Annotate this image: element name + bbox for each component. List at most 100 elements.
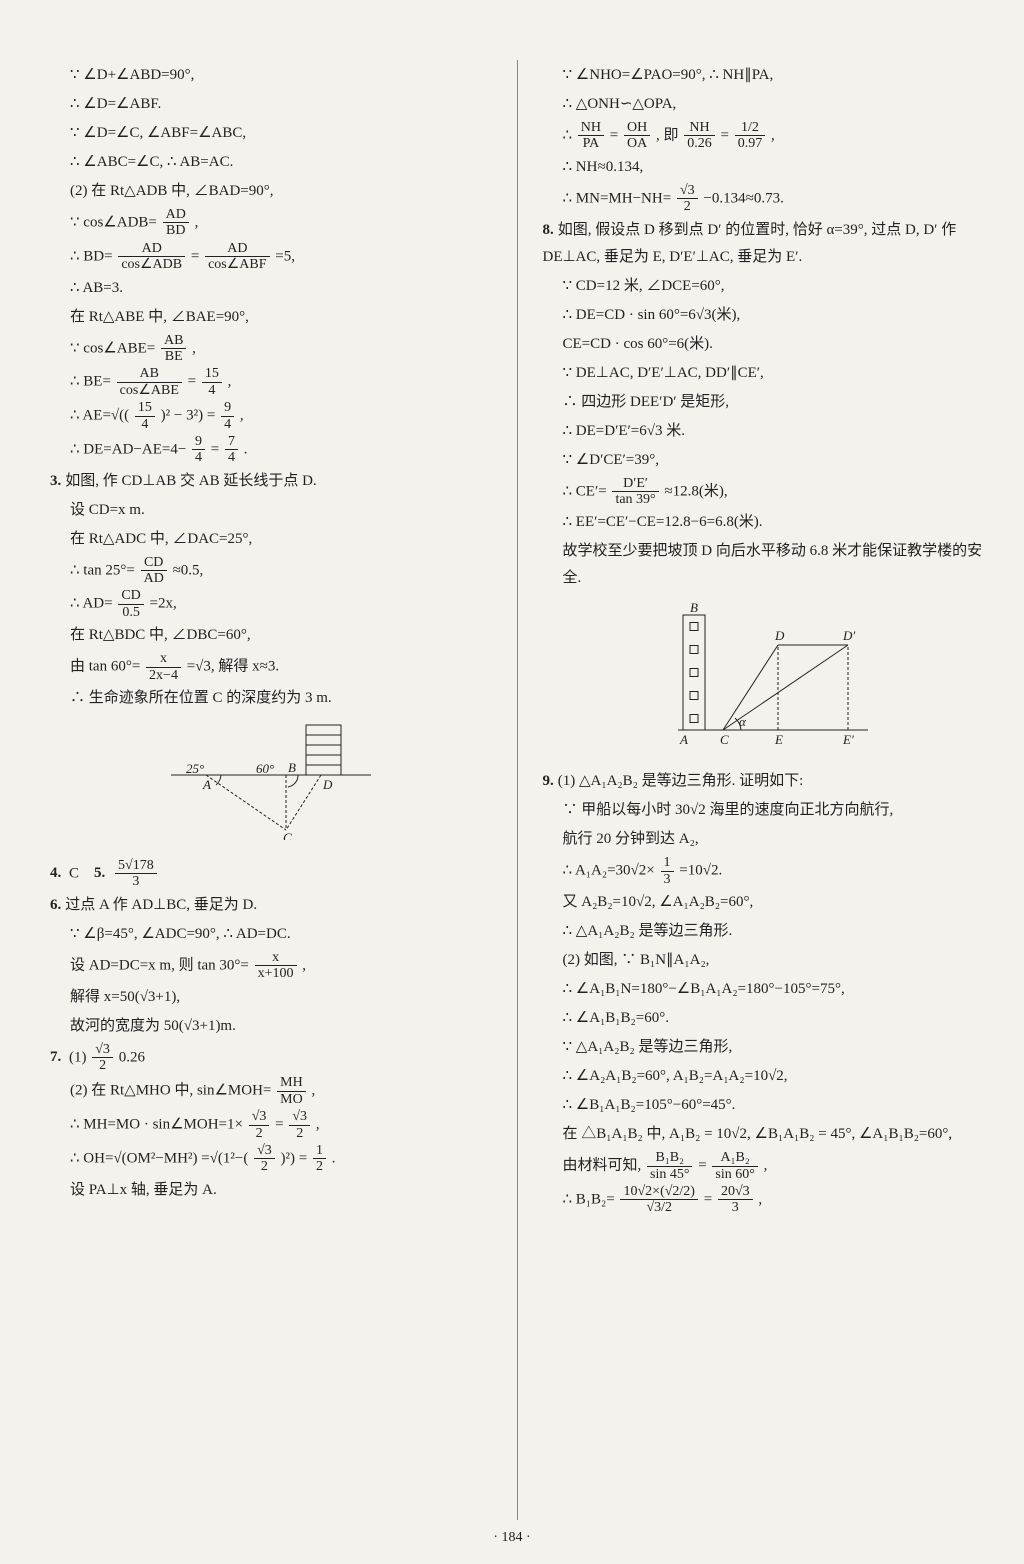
t: )² − 3²) = [161,407,216,423]
num: 1 [661,855,674,871]
t: 过点 A 作 AD⊥BC, 垂足为 D. [65,897,257,913]
formula: 由 tan 60°= x2x−4 =√3, 解得 x≈3. [50,651,492,683]
svg-text:C: C [720,732,729,747]
t: ∴ B₁B₂= [563,1191,615,1207]
fraction: √32 [254,1143,275,1175]
text: 在 Rt△ABE 中, ∠BAE=90°, [50,304,492,331]
t: ∴ MN=MH−NH= [563,190,672,206]
den: √3/2 [620,1200,697,1215]
formula: ∴ MN=MH−NH= √32 −0.134≈0.73. [543,183,985,215]
svg-text:A: A [202,777,211,792]
formula: ∴ CE′= D′E′tan 39° ≈12.8(米), [543,476,985,508]
text: ∴ EE′=CE′−CE=12.8−6=6.8(米). [543,509,985,536]
num: √3 [249,1109,270,1125]
t: (2) 在 Rt△MHO 中, sin∠MOH= [70,1083,271,1099]
num: x [146,651,181,667]
fraction: NHPA [578,120,604,152]
text: ∴ NH≈0.134, [543,154,985,181]
t: =10√2. [679,863,722,879]
text: ∴ ∠A₁B₁B₂=60°. [543,1005,985,1032]
fraction: 154 [202,366,222,398]
num: 15 [202,366,222,382]
num: 9 [221,400,234,416]
num: √3 [289,1109,310,1125]
formula: ∴ AE=√(( 154 )² − 3²) = 94 , [50,400,492,432]
fraction: ADcos∠ADB [118,241,185,273]
text: 又 A₂B₂=10√2, ∠A₁A₂B₂=60°, [543,889,985,916]
t: , [240,407,244,423]
t: ∴ OH=√(OM²−MH²) =√(1²−( [70,1150,248,1166]
text: 设 PA⊥x 轴, 垂足为 A. [50,1177,492,1204]
den: 2 [289,1126,310,1141]
den: cos∠ABE [117,383,182,398]
fraction: NH0.26 [684,120,715,152]
page-number: · 184 · [0,1530,1024,1546]
text: 航行 20 分钟到达 A₂, [543,826,985,853]
question-7: 7. (1) √32 0.26 [50,1042,492,1074]
diagram-2-svg: BACEE′DD′α [643,600,883,750]
fraction: 94 [221,400,234,432]
den: AD [141,571,167,586]
fraction: OHOA [624,120,650,152]
t: ∴ MH=MO · sin∠MOH=1× [70,1116,243,1132]
text: ∵ ∠D+∠ABD=90°, [50,62,492,89]
fraction: x2x−4 [146,651,181,683]
t: ∴ BE= [70,374,111,390]
page-container: ∵ ∠D+∠ABD=90°, ∴ ∠D=∠ABF. ∵ ∠D=∠C, ∠ABF=… [0,0,1024,1540]
text: 设 CD=x m. [50,497,492,524]
text: ∵ 甲船以每小时 30√2 海里的速度向正北方向航行, [543,797,985,824]
diagram-1-svg: 25°60°ABDC [161,720,381,840]
formula: 设 AD=DC=x m, 则 tan 30°= xx+100 , [50,950,492,982]
svg-text:E: E [774,732,783,747]
t: ∴ BD= [70,248,113,264]
t: 由材料可知, [563,1157,642,1173]
question-3: 3.如图, 作 CD⊥AB 交 AB 延长线于点 D. [50,468,492,495]
t: = [188,374,196,390]
t: , [192,340,196,356]
formula: ∴ NHPA = OHOA , 即 NH0.26 = 1/20.97 , [543,120,985,152]
svg-text:D′: D′ [842,628,855,643]
qnum: 4. [50,865,61,881]
fraction: 74 [225,434,238,466]
text: ∴ DE=CD · sin 60°=6√3(米), [543,302,985,329]
svg-text:E′: E′ [842,732,854,747]
t: ∴ DE=AD−AE=4− [70,441,186,457]
formula: (2) 在 Rt△MHO 中, sin∠MOH= MHMO , [50,1075,492,1107]
t: ∴ [563,127,576,143]
t: (1) [69,1049,90,1065]
fraction: ABBE [161,333,186,365]
t: 如图, 作 CD⊥AB 交 AB 延长线于点 D. [65,473,316,489]
t: , [316,1116,320,1132]
t: , [302,957,306,973]
num: AB [117,366,182,382]
fraction: xx+100 [255,950,297,982]
num: x [255,950,297,966]
fraction: 10√2×(√2/2)√3/2 [620,1184,697,1216]
text: ∵ △A₁A₂B₂ 是等边三角形, [543,1034,985,1061]
fraction: ADcos∠ABF [205,241,269,273]
question-9: 9.(1) △A₁A₂B₂ 是等边三角形. 证明如下: [543,768,985,795]
formula: ∴ BE= ABcos∠ABE = 154 , [50,366,492,398]
den: cos∠ADB [118,257,185,272]
fraction: 13 [661,855,674,887]
den: 4 [192,450,205,465]
den: sin 45° [647,1167,692,1182]
t: , 即 [656,127,679,143]
t: = [704,1191,712,1207]
svg-text:C: C [283,830,292,840]
text: 在 △B₁A₁B₂ 中, A₁B₂ = 10√2, ∠B₁A₁B₂ = 45°,… [543,1121,985,1148]
text: (2) 在 Rt△ADB 中, ∠BAD=90°, [50,178,492,205]
fraction: 1/20.97 [735,120,766,152]
fraction: CD0.5 [118,588,143,620]
t: = [191,248,199,264]
text: ∵ ∠NHO=∠PAO=90°, ∴ NH∥PA, [543,62,985,89]
num: CD [141,555,167,571]
text: 在 Rt△ADC 中, ∠DAC=25°, [50,526,492,553]
t: ∴ AD= [70,596,113,612]
num: AD [163,207,189,223]
t: 如图, 假设点 D 移到点 D′ 的位置时, 恰好 α=39°, 过点 D, D… [543,222,957,265]
fraction: 94 [192,434,205,466]
text: ∵ CD=12 米, ∠DCE=60°, [543,273,985,300]
den: 4 [225,450,238,465]
t: , [764,1157,768,1173]
